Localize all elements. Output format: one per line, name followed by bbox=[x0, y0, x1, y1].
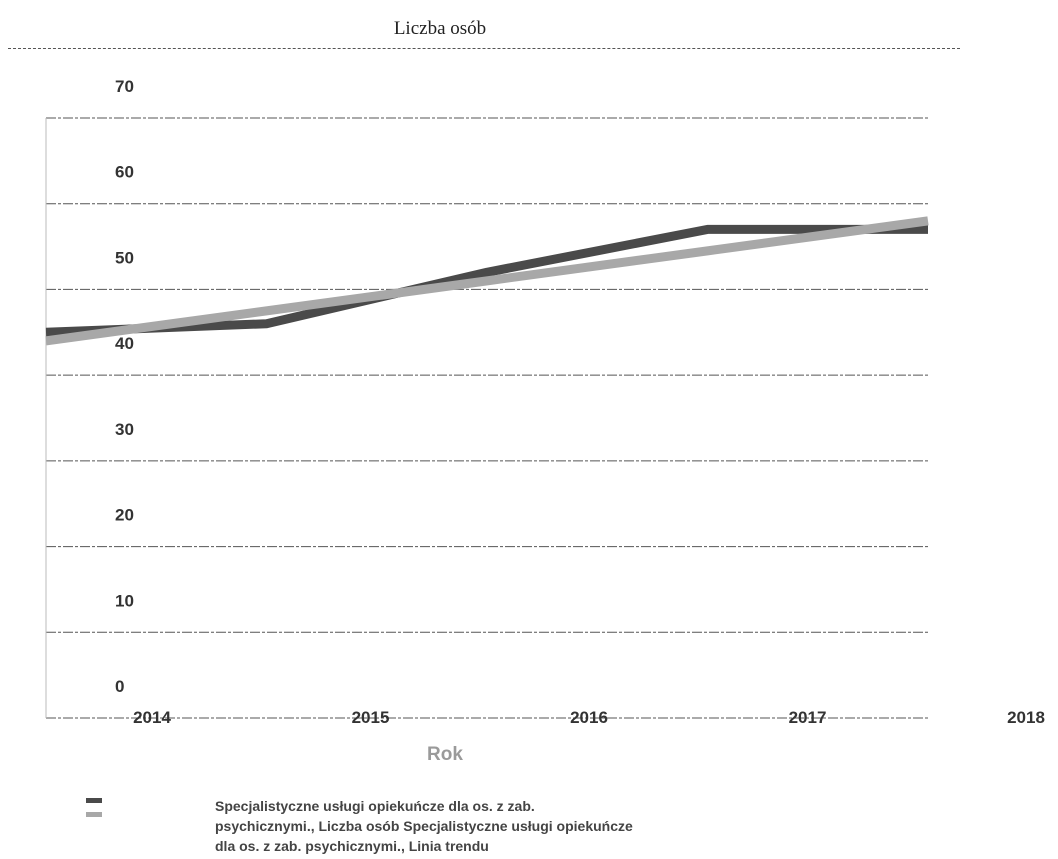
legend-text: Specjalistyczne usługi opiekuńcze dla os… bbox=[215, 798, 633, 854]
legend-swatch-series-1 bbox=[86, 798, 102, 803]
chart-title: Liczba osób bbox=[393, 18, 487, 39]
x-tick-label: 2017 bbox=[789, 708, 827, 727]
x-tick-label: 2015 bbox=[352, 708, 390, 727]
gridlines bbox=[45, 117, 928, 719]
x-tick-label: 2016 bbox=[570, 708, 608, 727]
y-tick-label: 30 bbox=[115, 420, 134, 439]
x-axis-ticks: 2014 2015 2016 2017 2018 bbox=[133, 708, 1045, 727]
y-tick-label: 50 bbox=[115, 248, 134, 267]
top-divider bbox=[8, 48, 960, 49]
series-line-1 bbox=[45, 224, 928, 337]
y-tick-label: 0 bbox=[115, 677, 124, 696]
y-tick-label: 40 bbox=[115, 334, 134, 353]
y-tick-label: 10 bbox=[115, 591, 134, 610]
y-tick-label: 20 bbox=[115, 506, 134, 525]
legend-swatch-series-2 bbox=[86, 812, 102, 817]
series-lines bbox=[45, 216, 929, 346]
x-tick-label: 2014 bbox=[133, 708, 171, 727]
x-tick-label: 2018 bbox=[1007, 708, 1045, 727]
series-line-2 bbox=[45, 216, 929, 346]
y-tick-label: 70 bbox=[115, 77, 134, 96]
y-tick-label: 60 bbox=[115, 163, 134, 182]
y-axis-ticks: 0 10 20 30 40 50 60 70 bbox=[115, 77, 134, 696]
x-axis-label: Rok bbox=[427, 744, 463, 765]
